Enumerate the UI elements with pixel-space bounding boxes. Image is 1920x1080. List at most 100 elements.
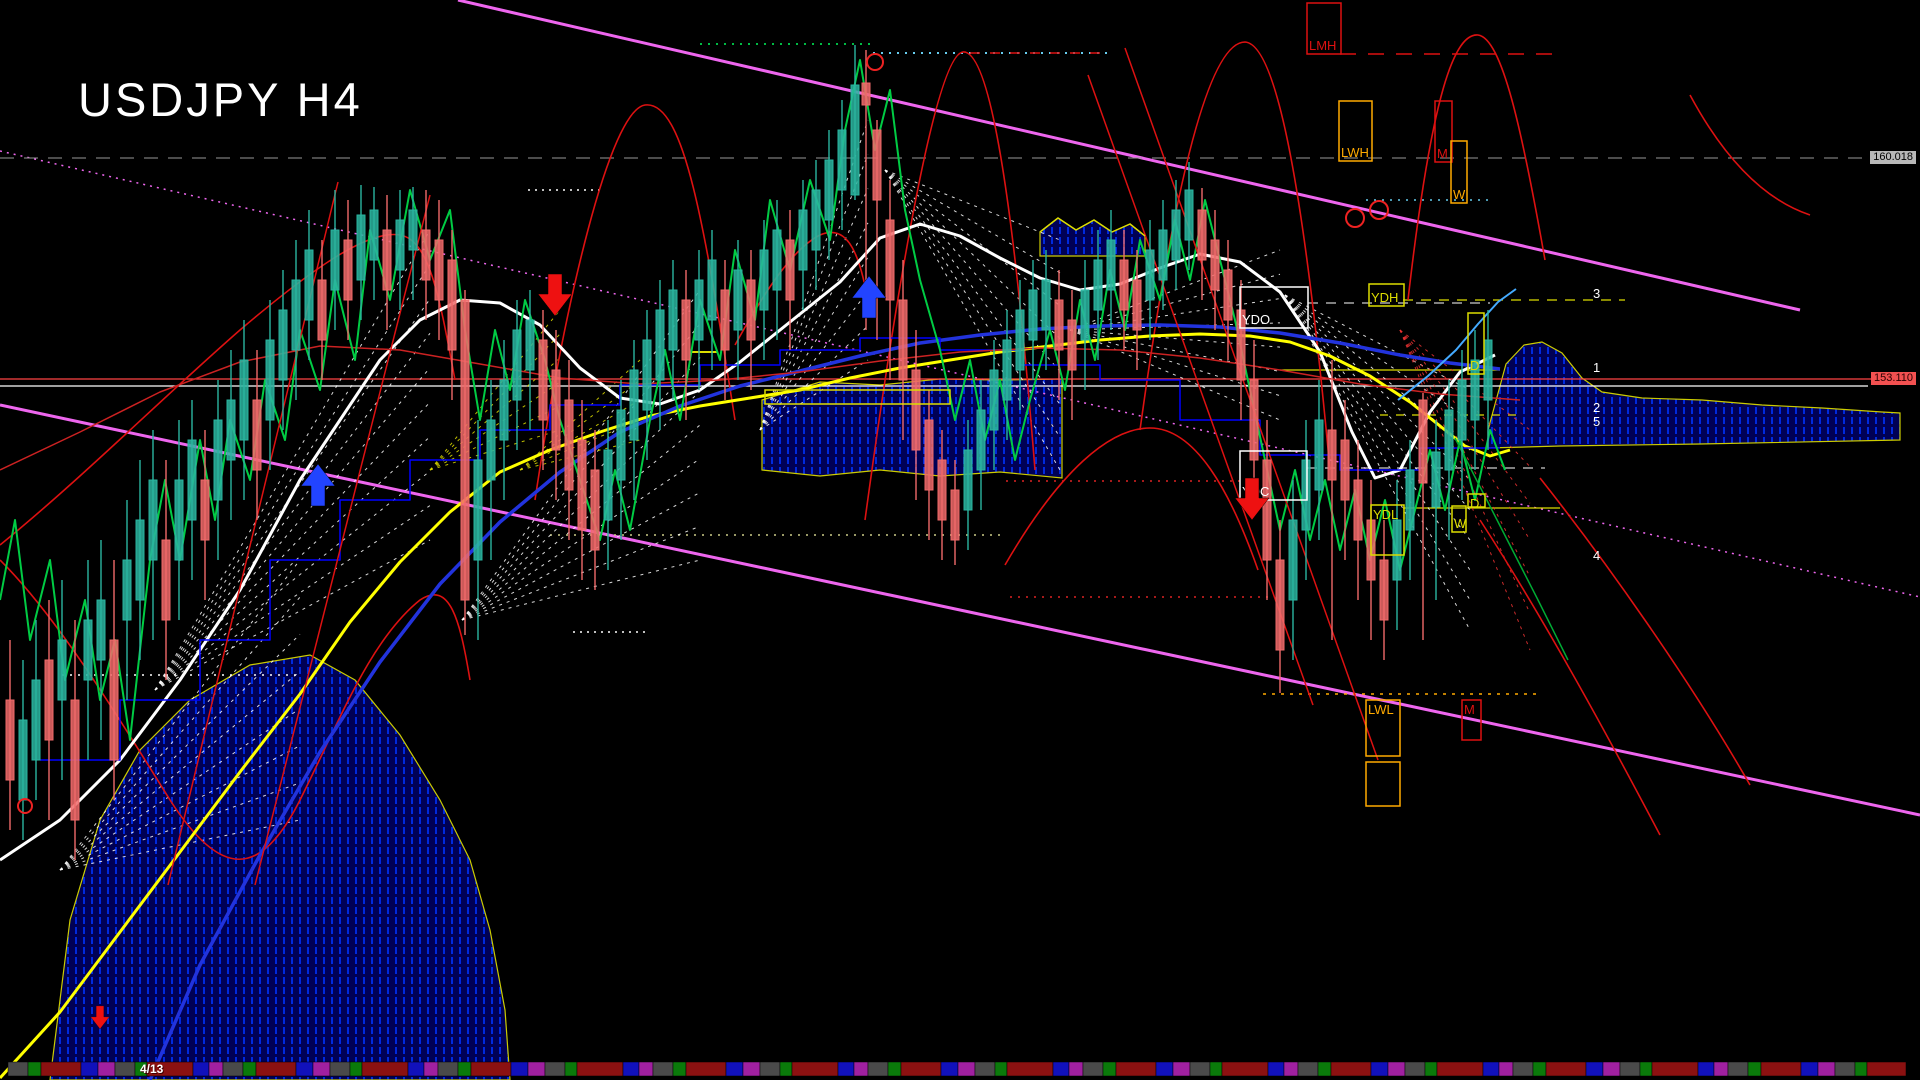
period-strip-segment — [638, 1061, 654, 1077]
candle-body — [911, 369, 921, 451]
candle-body — [707, 259, 717, 321]
candle-body — [252, 399, 262, 471]
period-strip-segment — [27, 1061, 42, 1077]
period-strip-segment — [423, 1061, 439, 1077]
period-strip-segment — [7, 1061, 29, 1077]
period-strip-segment — [437, 1061, 459, 1077]
period-strip-segment — [329, 1061, 351, 1077]
period-strip-segment — [957, 1061, 976, 1077]
envelope-curve — [1004, 427, 1259, 571]
candle-body — [1392, 519, 1402, 581]
period-strip-segment — [1697, 1061, 1715, 1077]
period-strip-segment — [1482, 1061, 1500, 1077]
candle-body — [1210, 239, 1220, 291]
fan-line — [154, 470, 431, 691]
candle-body — [924, 419, 934, 491]
candle-body — [861, 82, 871, 106]
period-strip-segment — [974, 1061, 996, 1077]
candle-body — [317, 279, 327, 341]
period-strip-segment — [97, 1061, 116, 1077]
period-strip-segment — [255, 1061, 297, 1077]
candle-body — [1132, 279, 1142, 331]
candle-body — [356, 214, 366, 281]
fan-line — [429, 381, 561, 471]
annotation-box — [1368, 283, 1405, 307]
candle-body — [733, 269, 743, 331]
candle-body — [1197, 209, 1207, 261]
indicator-line — [0, 332, 1511, 1080]
fan-line — [1069, 329, 1281, 421]
period-strip-segment — [361, 1061, 409, 1077]
period-strip-segment — [1221, 1061, 1269, 1077]
candle-body — [885, 219, 895, 301]
period-strip-segment — [312, 1061, 331, 1077]
candle-body — [1158, 229, 1168, 281]
fan-line — [59, 819, 301, 871]
candle-body — [759, 249, 769, 311]
fan-line — [884, 169, 1061, 274]
period-strip-segment — [900, 1061, 942, 1077]
candle-body — [1431, 451, 1441, 508]
candle-body — [1444, 409, 1454, 471]
period-strip-segment — [1102, 1061, 1117, 1077]
period-strip-segment — [208, 1061, 224, 1077]
candle-body — [1262, 459, 1272, 561]
period-strip-segment — [652, 1061, 674, 1077]
candle-body — [1457, 379, 1467, 441]
fan-line — [1399, 329, 1531, 651]
candle-body — [950, 489, 960, 541]
period-strip-segment — [1283, 1061, 1299, 1077]
period-strip-segment — [725, 1061, 744, 1077]
period-strip-segment — [685, 1061, 727, 1077]
period-strip-segment — [1404, 1061, 1426, 1077]
candle-body — [989, 369, 999, 431]
period-strip-segment — [1387, 1061, 1406, 1077]
wave-count-number: 1 — [1593, 360, 1600, 375]
candle-body — [200, 479, 210, 541]
price-label-current: 153.110 — [1871, 372, 1916, 385]
candle-body — [1470, 359, 1480, 421]
sell-arrow-icon — [537, 273, 573, 317]
candle-body — [616, 409, 626, 481]
candle-body — [1327, 429, 1337, 481]
period-strip-segment — [564, 1061, 578, 1077]
buy-arrow-icon — [851, 275, 887, 319]
period-strip-segment — [940, 1061, 959, 1077]
period-strip-segment — [672, 1061, 687, 1077]
envelope-curve — [1139, 41, 1331, 471]
annotation-box-label: D — [1470, 496, 1479, 511]
annotation-box-label: YDL — [1373, 507, 1398, 522]
period-strip-segment — [1639, 1061, 1653, 1077]
channel-trendline — [0, 150, 1920, 598]
fan-line — [154, 367, 431, 691]
fan-line — [759, 154, 869, 431]
period-strip-segment — [1866, 1061, 1907, 1077]
indicator-line — [0, 345, 1521, 471]
fan-line — [59, 708, 301, 871]
annotation-box — [1450, 140, 1468, 204]
fan-line — [154, 229, 431, 691]
annotation-box — [1365, 761, 1401, 807]
candle-body — [1093, 259, 1103, 311]
indicator-line — [1454, 437, 1569, 661]
period-strip-segment — [1297, 1061, 1319, 1077]
candle-body — [1418, 399, 1428, 484]
candle-body — [304, 249, 314, 321]
period-strip-segment — [1651, 1061, 1699, 1077]
period-strip-segment — [622, 1061, 640, 1077]
period-strip-segment — [242, 1061, 257, 1077]
envelope-curve — [1479, 519, 1661, 836]
candle-body — [824, 159, 834, 221]
candle-body — [5, 699, 15, 781]
candle-body — [694, 279, 704, 341]
candle-body — [226, 399, 236, 461]
period-strip-segment — [1330, 1061, 1372, 1077]
candle-body — [1301, 459, 1311, 531]
fan-line — [154, 333, 431, 691]
annotation-box-label: W — [1453, 187, 1466, 202]
period-strip-segment — [1155, 1061, 1174, 1077]
candle-body — [577, 439, 587, 531]
candle-body — [798, 209, 808, 271]
fan-line — [759, 291, 869, 431]
